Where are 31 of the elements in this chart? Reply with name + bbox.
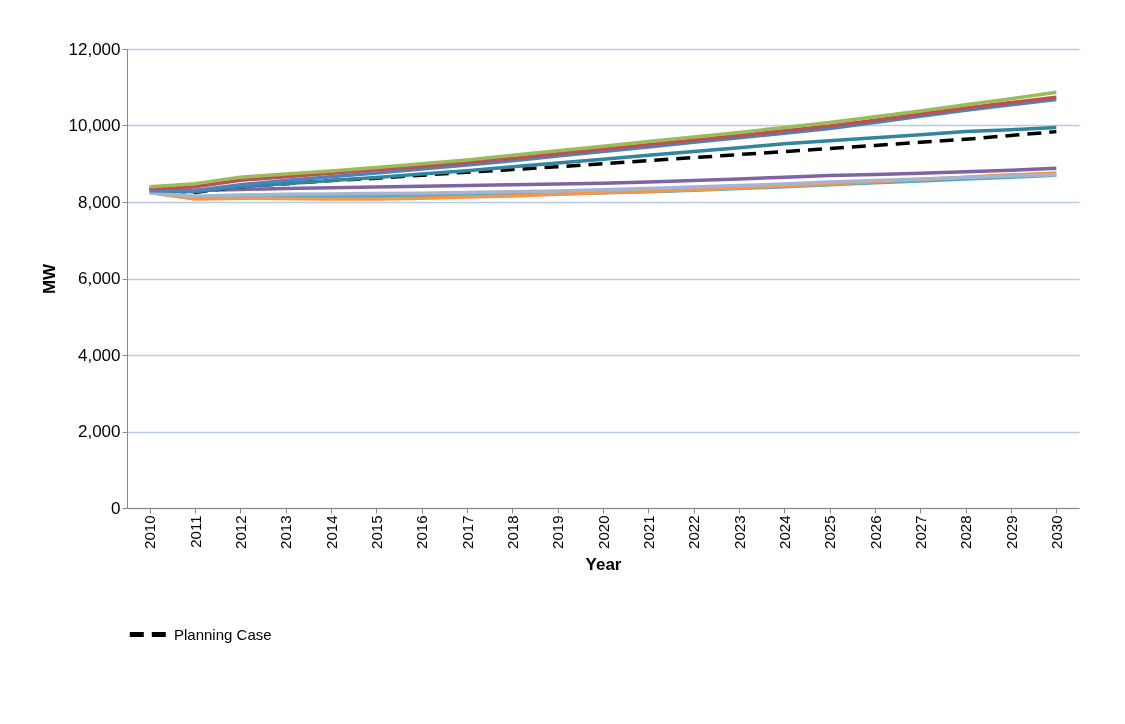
y-tick-label: 4,000 (77, 345, 121, 365)
x-tick-label: 2019 (549, 515, 567, 549)
x-tick-label: 2021 (639, 515, 657, 549)
y-tick-label: 2,000 (77, 422, 121, 441)
x-tick-label: 2022 (685, 515, 703, 549)
y-tick-label: 6,000 (77, 269, 121, 288)
x-tick-label: 2016 (413, 515, 431, 549)
y-axis-title: MW (39, 262, 59, 295)
x-tick-label: 2013 (277, 515, 295, 549)
x-tick-label: 2026 (866, 515, 884, 549)
x-axis-title: Year (585, 554, 622, 574)
x-tick-label: 2023 (730, 515, 748, 549)
x-tick-label: 2027 (911, 515, 929, 549)
x-tick-label: 2020 (594, 515, 612, 549)
legend-label: Planning Case (174, 625, 272, 643)
x-tick-label: 2029 (1002, 515, 1020, 549)
x-tick-label: 2011 (186, 515, 204, 548)
x-tick-label: 2015 (367, 515, 385, 549)
y-tick-label: 12,000 (68, 39, 121, 59)
y-tick-label: 0 (111, 498, 121, 518)
x-tick-label: 2028 (957, 515, 975, 549)
y-tick-label: 8,000 (77, 192, 121, 212)
x-tick-label: 2012 (231, 515, 249, 549)
x-tick-label: 2014 (322, 515, 340, 549)
x-tick-label: 2010 (141, 515, 159, 549)
x-tick-label: 2018 (503, 515, 521, 549)
y-tick-label: 10,000 (68, 116, 121, 135)
x-tick-label: 2025 (821, 515, 839, 549)
x-tick-label: 2030 (1047, 515, 1065, 549)
x-tick-label: 2017 (458, 515, 476, 549)
x-tick-label: 2024 (775, 515, 793, 549)
